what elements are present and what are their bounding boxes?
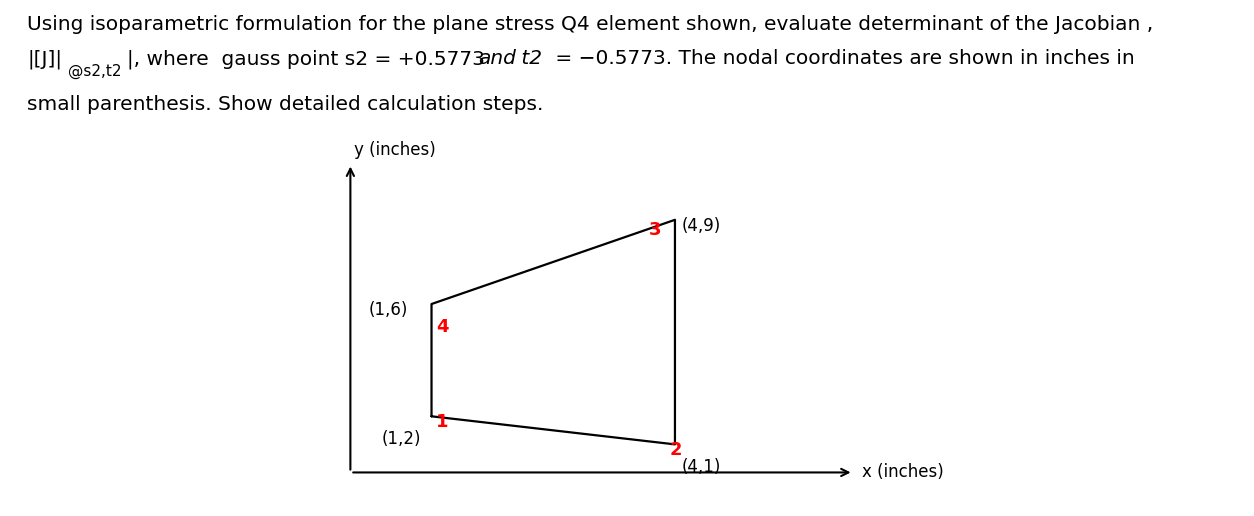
Text: Using isoparametric formulation for the plane stress Q4 element shown, evaluate : Using isoparametric formulation for the …: [28, 15, 1154, 35]
Text: |, where  gauss point s2 = +0.5773: |, where gauss point s2 = +0.5773: [127, 49, 492, 69]
Text: = −0.5773. The nodal coordinates are shown in inches in: = −0.5773. The nodal coordinates are sho…: [549, 49, 1135, 68]
Text: (1,2): (1,2): [381, 430, 420, 448]
Text: 1: 1: [436, 413, 449, 431]
Text: y (inches): y (inches): [355, 141, 436, 159]
Text: 3: 3: [650, 221, 661, 239]
Text: (4,9): (4,9): [681, 217, 721, 235]
Text: |[J]|: |[J]|: [28, 49, 63, 69]
Text: (1,6): (1,6): [369, 301, 408, 319]
Text: and: and: [478, 49, 515, 68]
Text: @s2,t2: @s2,t2: [69, 63, 122, 78]
Text: small parenthesis. Show detailed calculation steps.: small parenthesis. Show detailed calcula…: [28, 95, 544, 115]
Text: 4: 4: [436, 318, 449, 336]
Text: 2: 2: [670, 441, 682, 459]
Text: (4,1): (4,1): [681, 458, 721, 476]
Text: t2: t2: [515, 49, 542, 68]
Text: x (inches): x (inches): [861, 463, 943, 481]
